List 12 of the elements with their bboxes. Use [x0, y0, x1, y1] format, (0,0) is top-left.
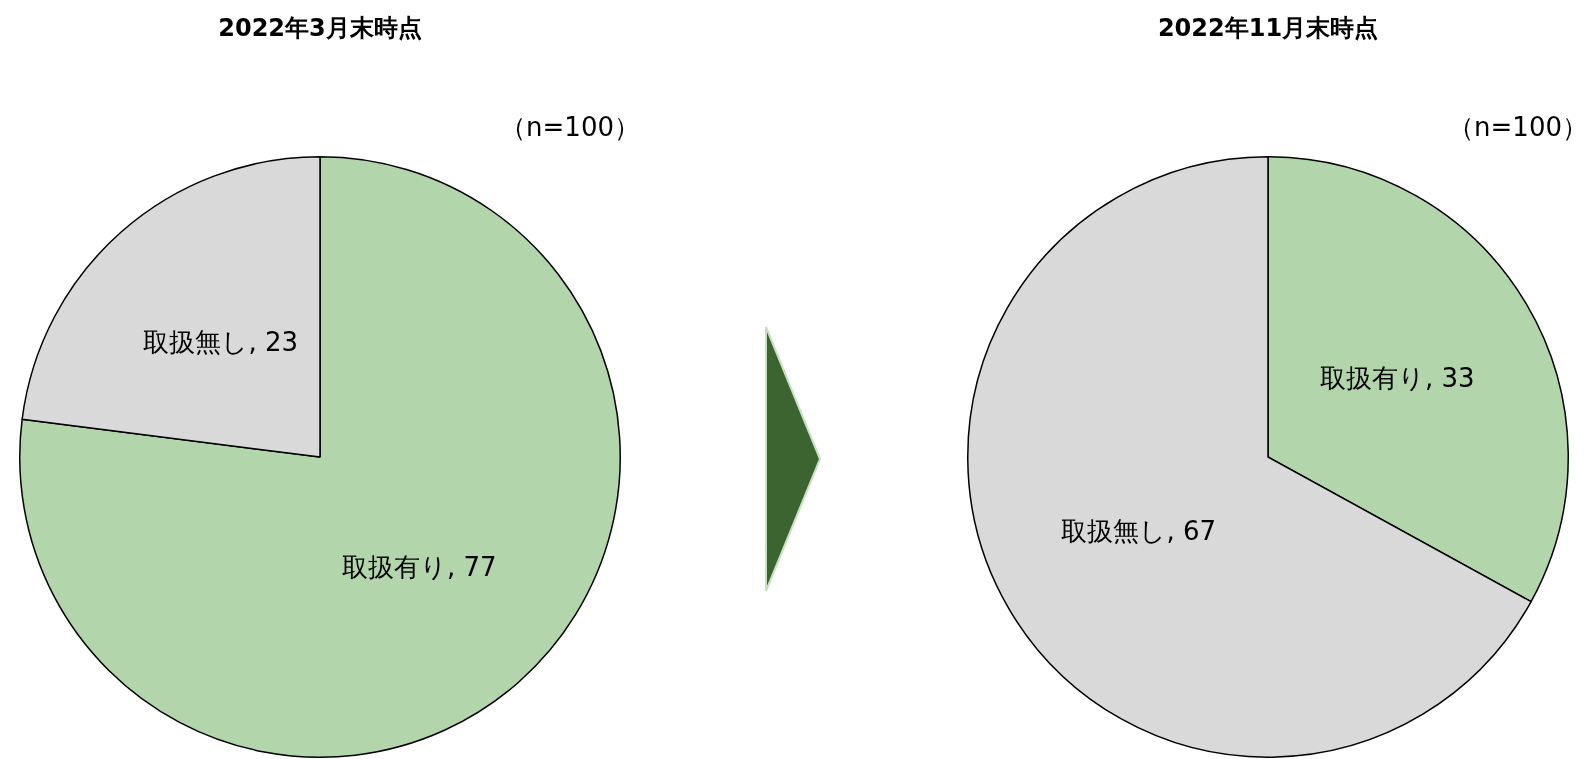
data-label: , 33	[1424, 363, 1475, 394]
chart-title: 2022年11月末時点	[1156, 13, 1380, 44]
slice-label: 取扱無し	[143, 327, 249, 358]
slice-label: 取扱有り	[341, 552, 447, 583]
text: （n=100）	[500, 111, 640, 144]
slice-label: 取扱無し	[1061, 516, 1167, 547]
data-label: , 77	[446, 552, 497, 583]
data-label: , 67	[1166, 516, 1217, 547]
text: （n=100）	[1448, 111, 1588, 144]
slice-label: 取扱有り	[1319, 363, 1425, 394]
chart-title: 2022年3月末時点	[217, 13, 423, 44]
data-label: , 23	[248, 327, 299, 358]
